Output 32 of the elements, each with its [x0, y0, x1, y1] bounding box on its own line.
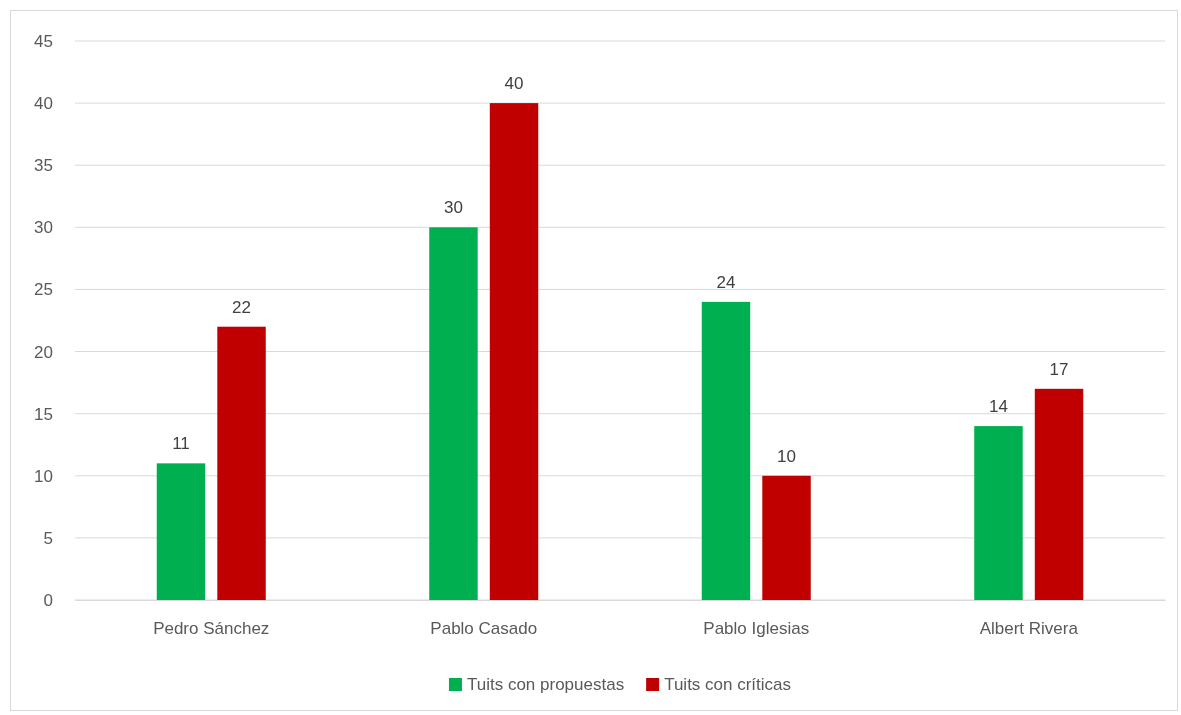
x-tick-label: Albert Rivera [979, 619, 1079, 639]
data-label: 40 [504, 74, 524, 94]
data-label: 30 [444, 198, 463, 218]
bar [429, 227, 478, 600]
y-tick-label: 45 [34, 31, 53, 51]
y-tick-label: 5 [43, 528, 53, 548]
bar [701, 301, 751, 600]
legend-label: Tuits con críticas [664, 675, 792, 694]
x-tick-label: Pablo Casado [430, 619, 538, 639]
y-tick-label: 25 [34, 280, 53, 300]
data-label: 22 [232, 297, 251, 317]
data-label: 10 [777, 446, 796, 466]
legend-label: Tuits con propuestas [466, 675, 625, 694]
bar [217, 326, 266, 600]
bar [762, 475, 811, 600]
data-label: 11 [172, 434, 190, 454]
y-tick-label: 35 [34, 156, 53, 176]
data-label: 14 [989, 397, 1008, 417]
x-tick-label: Pedro Sánchez [153, 619, 270, 639]
data-label: 24 [716, 272, 736, 292]
y-tick-label: 0 [43, 590, 53, 610]
bar [156, 463, 206, 600]
y-tick-label: 20 [34, 342, 53, 362]
x-tick-label: Pablo Iglesias [703, 619, 810, 639]
y-tick-label: 15 [34, 404, 53, 424]
y-tick-label: 30 [34, 218, 53, 238]
y-tick-label: 10 [34, 466, 53, 486]
bar [1034, 388, 1084, 600]
y-tick-label: 40 [34, 94, 53, 114]
bar [489, 103, 539, 600]
bar [974, 426, 1023, 600]
data-label: 17 [1049, 359, 1069, 379]
